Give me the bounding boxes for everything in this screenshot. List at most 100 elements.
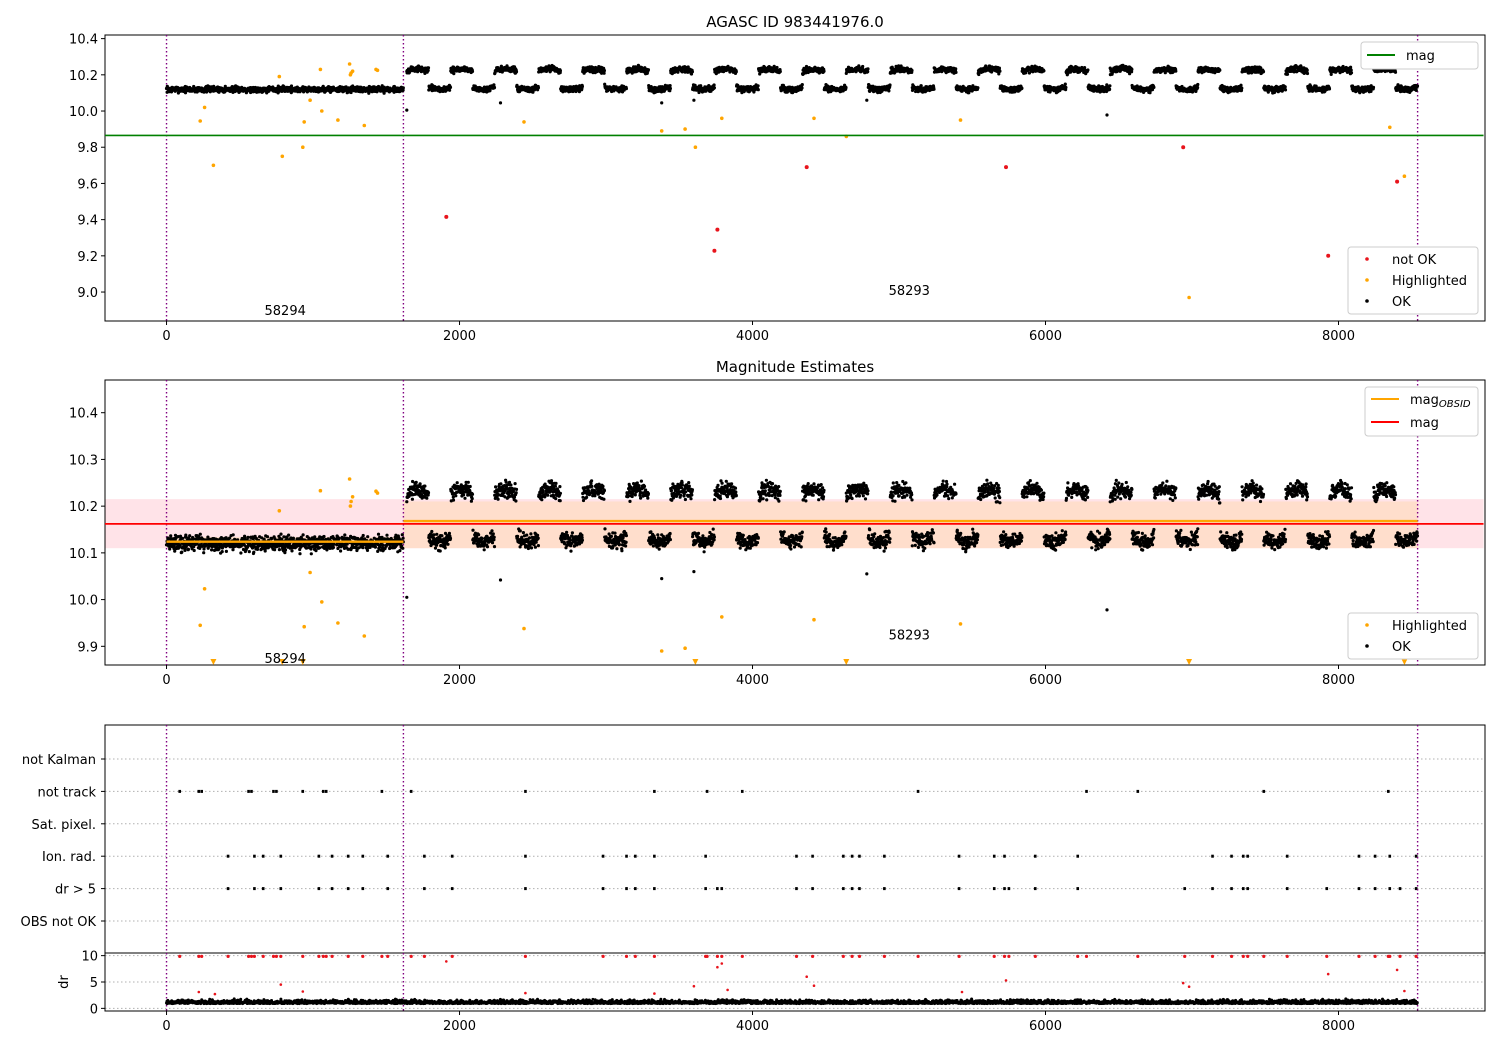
x-tick-label: 2000: [443, 329, 476, 344]
ok-point: [426, 68, 430, 72]
ok-point: [1196, 82, 1200, 87]
ok-point: [1042, 69, 1046, 73]
legend-label-not_ok: not OK: [1392, 253, 1437, 268]
x-tick-label: 8000: [1322, 329, 1355, 344]
not-ok-point: [1004, 165, 1008, 170]
ok-point: [775, 65, 779, 70]
x-tick-label: 8000: [1322, 673, 1355, 688]
ok-point: [1305, 71, 1310, 76]
y-tick-label: 9.9: [77, 640, 98, 655]
ok-point: [231, 548, 235, 552]
x-tick-label: 0: [162, 673, 170, 688]
ok-point: [210, 548, 214, 552]
ok-point: [349, 90, 353, 95]
ok-point: [1283, 88, 1288, 92]
ok-point: [188, 534, 192, 538]
x-tick-label: 0: [162, 329, 170, 344]
ok-point: [1105, 113, 1109, 117]
ok-point: [198, 532, 202, 536]
highlighted-point: [198, 119, 202, 123]
highlighted-point: [202, 105, 207, 110]
ok-point: [778, 69, 782, 74]
ok-point: [1415, 84, 1420, 88]
ok-point: [756, 84, 760, 88]
ok-point: [492, 83, 496, 87]
ok-point: [536, 86, 541, 90]
ok-point: [712, 86, 717, 90]
ok-point: [800, 83, 804, 87]
ok-point: [1371, 85, 1376, 89]
ok-point: [646, 68, 651, 72]
y-tick-label: 10.2: [69, 500, 98, 515]
ok-point: [668, 84, 672, 88]
x-tick-label: 6000: [1029, 673, 1062, 688]
highlighted-point: [211, 163, 216, 168]
ok-point: [602, 71, 606, 75]
highlighted-point: [350, 69, 355, 73]
ok-point: [1152, 85, 1156, 89]
ok-point: [734, 70, 738, 74]
ok-point: [602, 69, 607, 73]
ok-point: [1349, 71, 1354, 75]
ok-point: [887, 89, 891, 93]
ok-point: [822, 69, 826, 73]
ok-point: [202, 551, 206, 555]
ok-point: [1305, 68, 1309, 72]
ok-point: [426, 66, 431, 70]
ok-point: [1240, 86, 1244, 90]
not-ok-point: [712, 248, 717, 253]
ok-point: [1285, 72, 1290, 76]
ok-point: [247, 550, 251, 554]
x-tick-label: 6000: [1029, 329, 1062, 344]
y-tick-label: 9.8: [77, 141, 98, 156]
ok-point: [861, 64, 865, 69]
ok-point: [668, 86, 673, 91]
ok-point: [919, 84, 923, 88]
ok-point: [660, 101, 664, 105]
ok-point: [239, 551, 243, 555]
y-tick-label: 9.2: [77, 250, 98, 265]
y-tick-label: 10.4: [69, 33, 98, 48]
y-tick-label: 9.4: [77, 214, 98, 229]
y-tick-label: 9.6: [77, 177, 98, 192]
not-ok-point: [1181, 145, 1186, 150]
highlighted-point: [720, 116, 724, 121]
x-tick-label: 4000: [736, 329, 769, 344]
not-ok-point: [1326, 253, 1331, 258]
ok-point: [997, 66, 1002, 70]
ok-point: [1174, 69, 1178, 73]
ok-point: [1064, 85, 1068, 90]
ok-point: [220, 550, 224, 554]
y-tick-label: 10.4: [69, 407, 98, 422]
ok-point: [756, 88, 760, 92]
highlighted-point: [375, 68, 380, 73]
ok-point: [712, 83, 716, 87]
ok-point: [558, 69, 563, 73]
ok-point: [401, 86, 405, 90]
highlighted-point: [1187, 295, 1191, 300]
ok-point: [976, 86, 980, 90]
ok-point: [249, 90, 253, 95]
y-tick-label: 10.1: [69, 547, 98, 562]
ok-point: [452, 72, 456, 76]
ok-point: [1063, 82, 1067, 86]
y-tick-label: 9.0: [77, 286, 98, 301]
not-ok-point: [804, 165, 809, 170]
highlighted-point: [522, 120, 526, 124]
ok-point: [1196, 86, 1200, 90]
ok-point: [888, 83, 892, 87]
ok-point: [1283, 85, 1287, 89]
ok-point: [498, 101, 503, 105]
ok-point: [231, 533, 235, 537]
highlighted-point: [280, 154, 285, 159]
ok-point: [932, 87, 936, 91]
ok-point: [252, 550, 256, 554]
legend-marker-not_ok: [1365, 257, 1369, 261]
highlighted-point: [301, 145, 305, 149]
plot-frame: [104, 34, 1486, 322]
x-tick-label: 4000: [736, 673, 769, 688]
ok-point: [998, 69, 1002, 73]
ok-point: [488, 88, 492, 93]
